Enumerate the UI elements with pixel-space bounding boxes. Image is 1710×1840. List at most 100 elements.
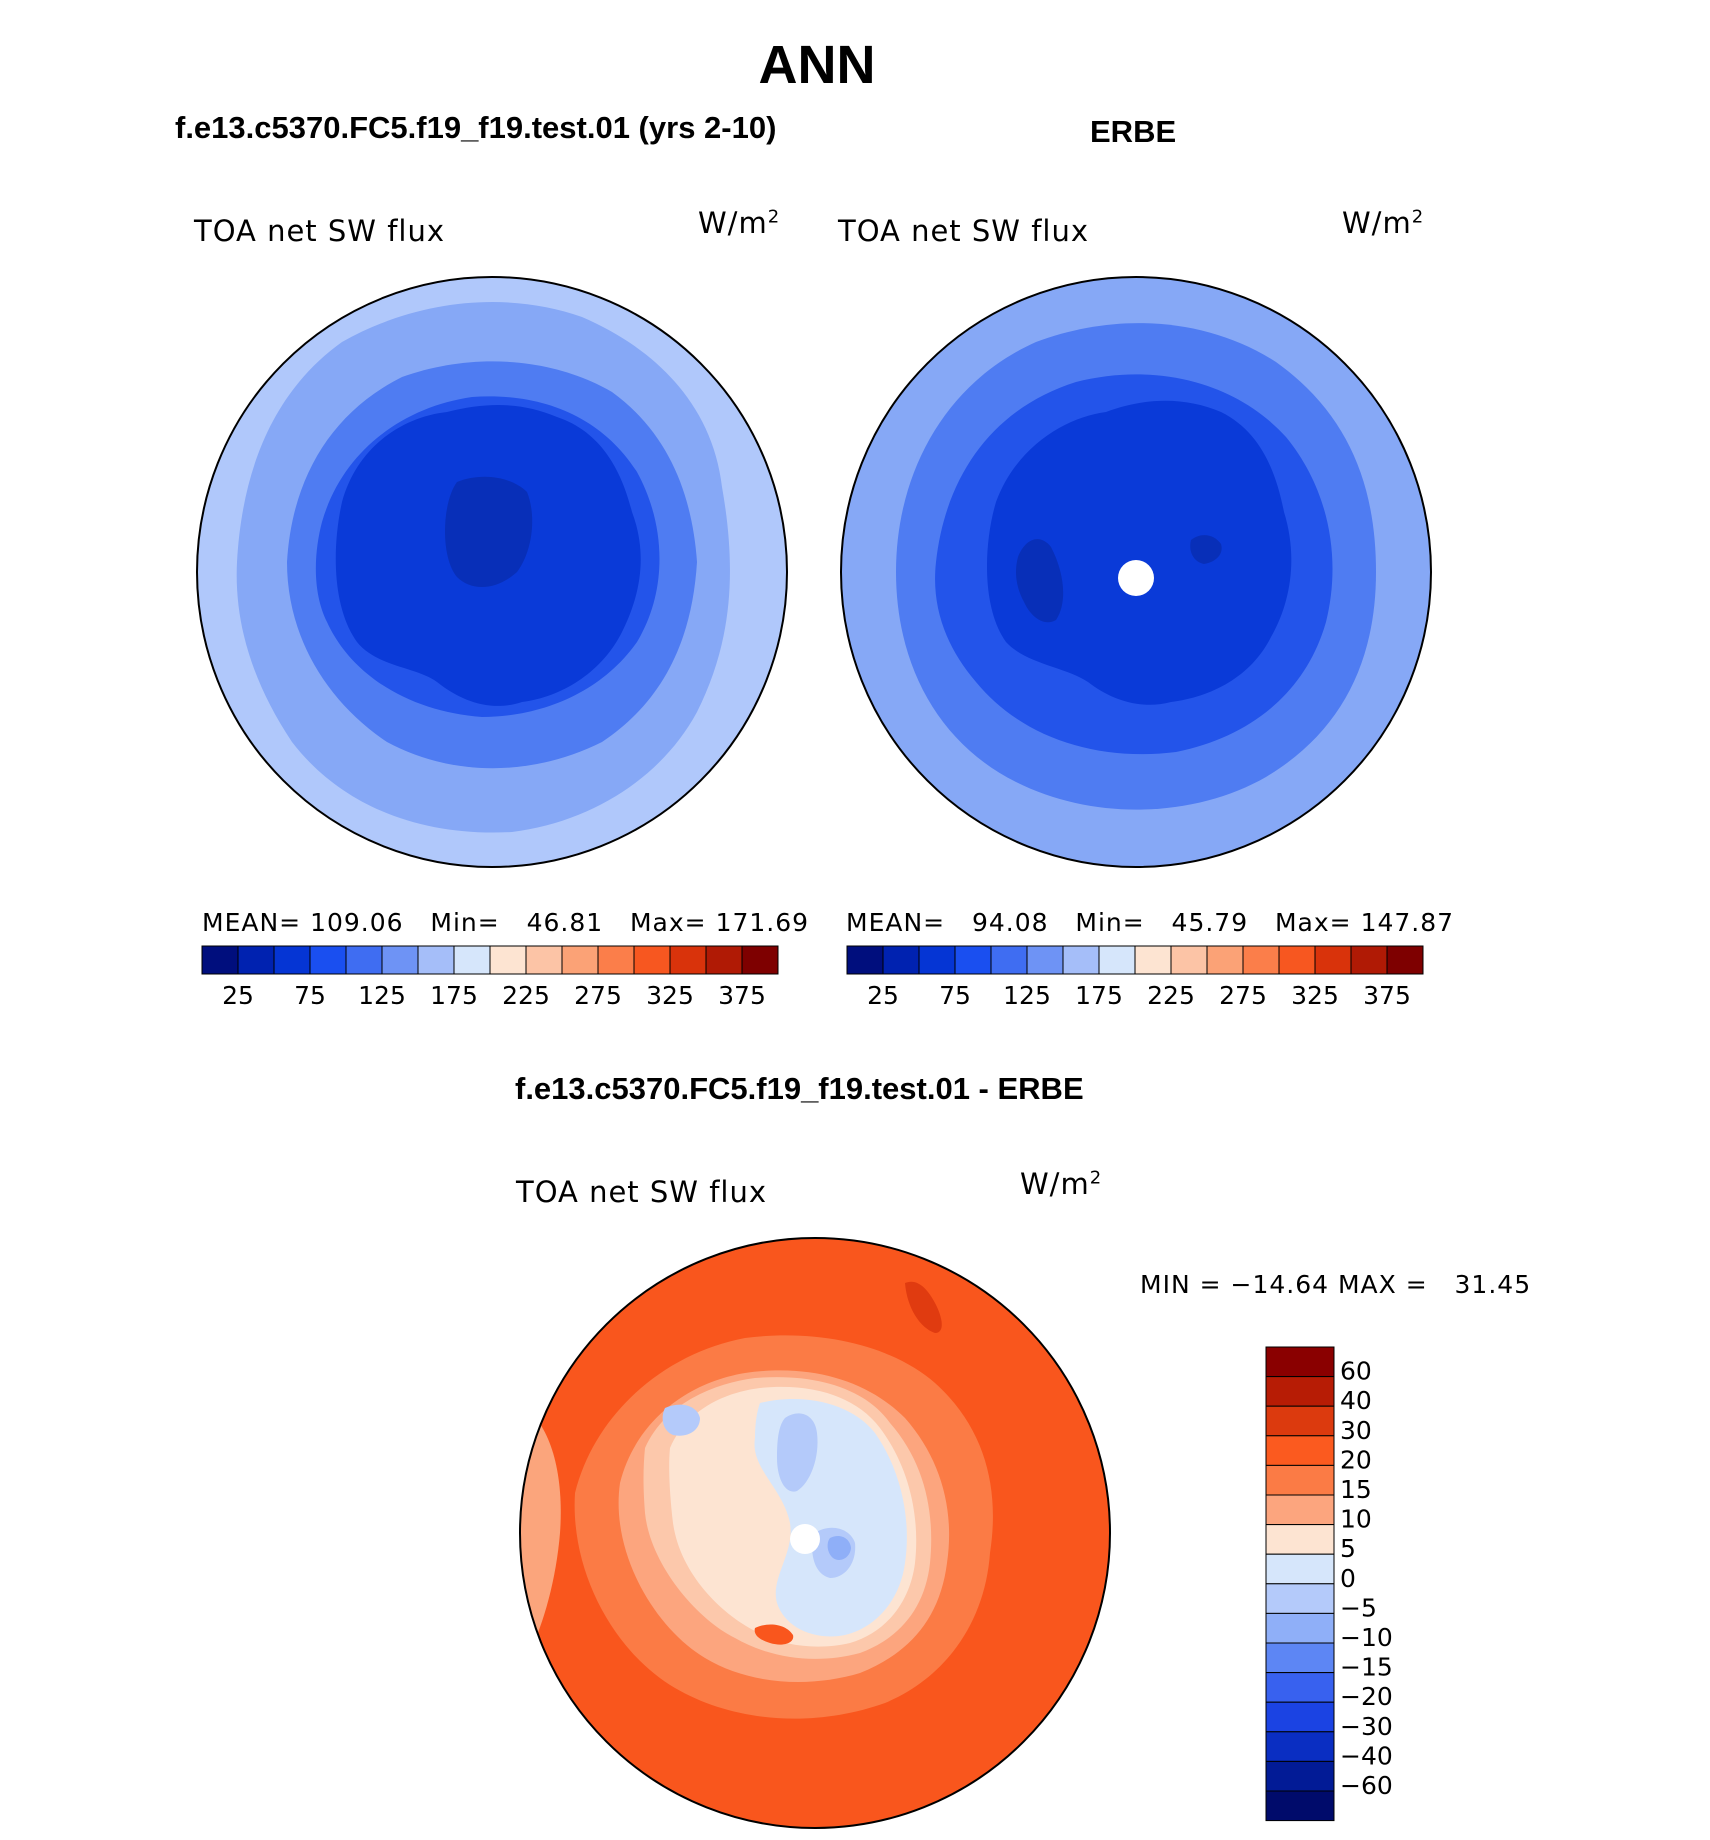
min-value: −14.64 [1230, 1270, 1330, 1299]
mean-value: 94.08 [971, 908, 1049, 937]
units-base: W/m [1020, 1167, 1090, 1201]
colorbar-tick-label: 30 [1340, 1416, 1372, 1445]
colorbar-swatch [489, 945, 527, 975]
colorbar-swatch [1350, 945, 1388, 975]
colorbar-swatch [882, 945, 920, 975]
units-exp: 2 [767, 206, 781, 228]
stats-model: MEAN= 109.06 Min= 46.81 Max= 171.69 [202, 908, 809, 937]
colorbar-swatch [1098, 945, 1136, 975]
colorbar-swatch [633, 945, 671, 975]
colorbar-swatch [597, 945, 635, 975]
colorbar-swatch [525, 945, 563, 975]
min-label: Min= [1075, 908, 1145, 937]
colorbar-swatch [1170, 945, 1208, 975]
map-border [196, 276, 788, 868]
colorbar-swatch [381, 945, 419, 975]
units-base: W/m [698, 206, 768, 240]
max-value: 31.45 [1454, 1270, 1532, 1299]
panel-title-diff: f.e13.c5370.FC5.f19_f19.test.01 - ERBE [515, 1071, 1084, 1106]
colorbar-swatch [990, 945, 1028, 975]
min-value: 45.79 [1171, 908, 1249, 937]
map-border [840, 276, 1432, 868]
colorbar-tick-label: 75 [294, 981, 326, 1010]
colorbar-tick-label: 75 [939, 981, 971, 1010]
colorbar-swatch [741, 945, 779, 975]
colorbar-swatch [1242, 945, 1280, 975]
polar-map-obs [840, 276, 1432, 868]
colorbar-tick-label: 25 [222, 981, 254, 1010]
colorbar-swatch [1314, 945, 1352, 975]
colorbar-tick-label: 60 [1340, 1357, 1372, 1386]
colorbar-tick-label: 225 [1147, 981, 1195, 1010]
colorbar-tick-label: −15 [1340, 1653, 1393, 1682]
min-value: 46.81 [526, 908, 604, 937]
map-border [519, 1237, 1111, 1829]
contour-20-30-coast [754, 1624, 794, 1645]
colorbar-tick-label: 125 [358, 981, 406, 1010]
colorbar-swatch [705, 945, 743, 975]
colorbar-swatch [1026, 945, 1064, 975]
colorbar-swatch [1062, 945, 1100, 975]
colorbar-swatch [561, 945, 599, 975]
min-label: Min= [430, 908, 500, 937]
colorbar-swatch [417, 945, 455, 975]
colorbar-swatch [1265, 1376, 1335, 1407]
units-base: W/m [1342, 206, 1412, 240]
colorbar-tick-label: 10 [1340, 1505, 1372, 1534]
panel-title-obs: ERBE [1090, 114, 1177, 149]
colorbar-tick-label: 25 [867, 981, 899, 1010]
variable-label-model: TOA net SW flux [194, 214, 446, 248]
colorbar-swatch [1265, 1464, 1335, 1496]
colorbar-swatch [1265, 1642, 1335, 1674]
colorbar-tick-label: −60 [1340, 1771, 1393, 1800]
colorbar-tick-label: 0 [1340, 1564, 1356, 1593]
colorbar-swatch [954, 945, 992, 975]
contour-darkest [444, 476, 533, 588]
colorbar-tick-label: −30 [1340, 1712, 1393, 1741]
max-label: Max= [629, 908, 707, 937]
polar-map-diff [519, 1237, 1111, 1829]
colorbar-swatch [1265, 1494, 1335, 1526]
colorbar-swatch [309, 945, 347, 975]
units-exp: 2 [1411, 206, 1425, 228]
colorbar-swatch [1265, 1346, 1335, 1378]
contour-neg15-10 [827, 1536, 851, 1560]
colorbar-tick-label: 225 [502, 981, 550, 1010]
colorbar-swatch [1386, 945, 1424, 975]
variable-label-diff: TOA net SW flux [516, 1175, 768, 1209]
colorbar-swatch [1265, 1612, 1335, 1644]
colorbar-tick-label: −20 [1340, 1682, 1393, 1711]
max-label: Max= [1274, 908, 1352, 937]
colorbar-swatch [669, 945, 707, 975]
colorbar-tick-label: 20 [1340, 1445, 1372, 1474]
colorbar-swatch [1265, 1731, 1335, 1762]
colorbar-tick-label: 325 [1291, 981, 1339, 1010]
colorbar-swatch [453, 945, 491, 975]
colorbar-swatch [846, 945, 884, 975]
colorbar-tick-label: 15 [1340, 1475, 1372, 1504]
colorbar-tick-label: 5 [1340, 1534, 1356, 1563]
contour-30-40 [905, 1281, 942, 1333]
colorbar-tick-label: 275 [1219, 981, 1267, 1010]
contour-neg10-5-a [777, 1413, 818, 1492]
contour-darkest-a [1016, 539, 1064, 623]
mean-label: MEAN= [202, 908, 302, 937]
colorbar-tick-label: 125 [1003, 981, 1051, 1010]
mean-value: 109.06 [310, 908, 404, 937]
colorbar-swatch [237, 945, 275, 975]
missing-data-pole [1118, 560, 1154, 596]
mean-label: MEAN= [846, 908, 946, 937]
colorbar-swatch [1265, 1760, 1335, 1792]
colorbar-tick-label: 40 [1340, 1386, 1372, 1415]
units-exp: 2 [1089, 1167, 1103, 1189]
min-label: MIN = [1140, 1270, 1222, 1299]
units-label-model: W/m2 [698, 206, 780, 240]
colorbar-swatch [1265, 1790, 1335, 1822]
missing-data-pole [790, 1524, 820, 1554]
colorbar-swatch [1265, 1405, 1335, 1437]
contour-darker [986, 400, 1292, 705]
colorbar-tick-label: 275 [574, 981, 622, 1010]
polar-map-model [196, 276, 788, 868]
colorbar-tick-label: 175 [1075, 981, 1123, 1010]
